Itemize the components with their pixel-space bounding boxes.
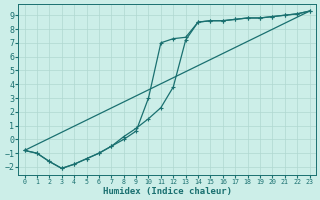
X-axis label: Humidex (Indice chaleur): Humidex (Indice chaleur) bbox=[103, 187, 232, 196]
